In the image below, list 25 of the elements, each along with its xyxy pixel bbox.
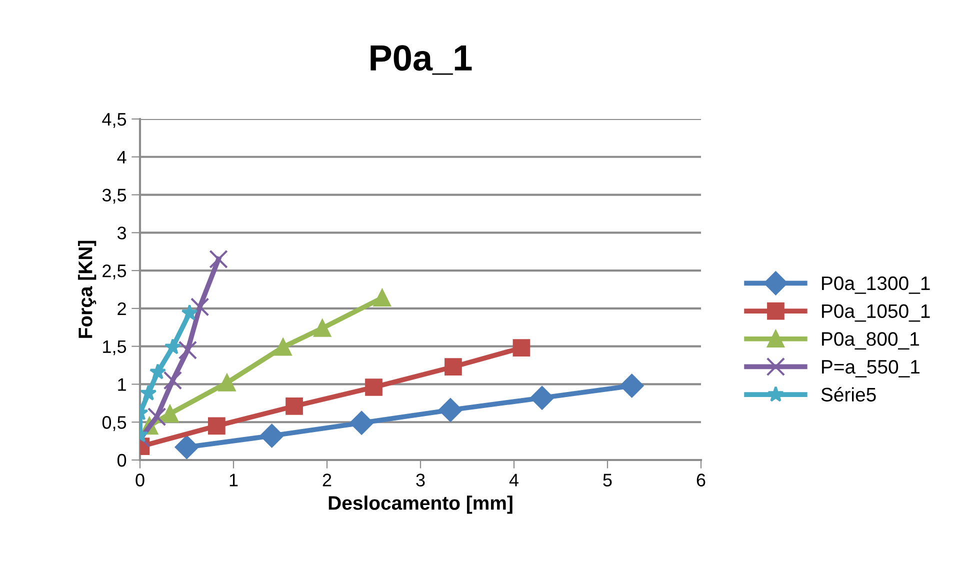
y-tick-label: 0,5 xyxy=(102,416,126,431)
legend-label: P0a_800_1 xyxy=(822,332,919,350)
y-tick-label: 1 xyxy=(118,378,126,391)
x-axis-title: Deslocamento [mm] xyxy=(328,496,512,514)
legend-label: P=a_550_1 xyxy=(822,360,920,378)
y-tick-label: 0 xyxy=(117,454,126,467)
x-tick-label: 3 xyxy=(416,474,425,486)
y-tick-label: 2,5 xyxy=(102,264,126,280)
x-tick-label: 5 xyxy=(603,474,612,486)
y-tick-label: 1,5 xyxy=(103,340,126,356)
legend-label: Série5 xyxy=(821,387,876,402)
x-tick-label: 2 xyxy=(322,474,332,486)
legend-label: P0a_1050_1 xyxy=(822,304,930,322)
y-tick-label: 4,5 xyxy=(102,113,126,128)
y-tick-label: 4 xyxy=(117,151,126,164)
y-tick-label: 2 xyxy=(118,302,126,315)
y-tick-label: 3,5 xyxy=(102,188,126,204)
y-tick-label: 3 xyxy=(117,226,126,240)
x-tick-label: 6 xyxy=(696,474,706,486)
x-tick-label: 1 xyxy=(230,474,238,486)
chart-title: P0a_1 xyxy=(370,45,472,75)
y-axis-title: Força [KN] xyxy=(78,240,96,338)
x-tick-label: 4 xyxy=(509,474,518,486)
x-tick-label: 0 xyxy=(136,474,144,486)
legend-label: P0a_1300_1 xyxy=(822,276,930,294)
